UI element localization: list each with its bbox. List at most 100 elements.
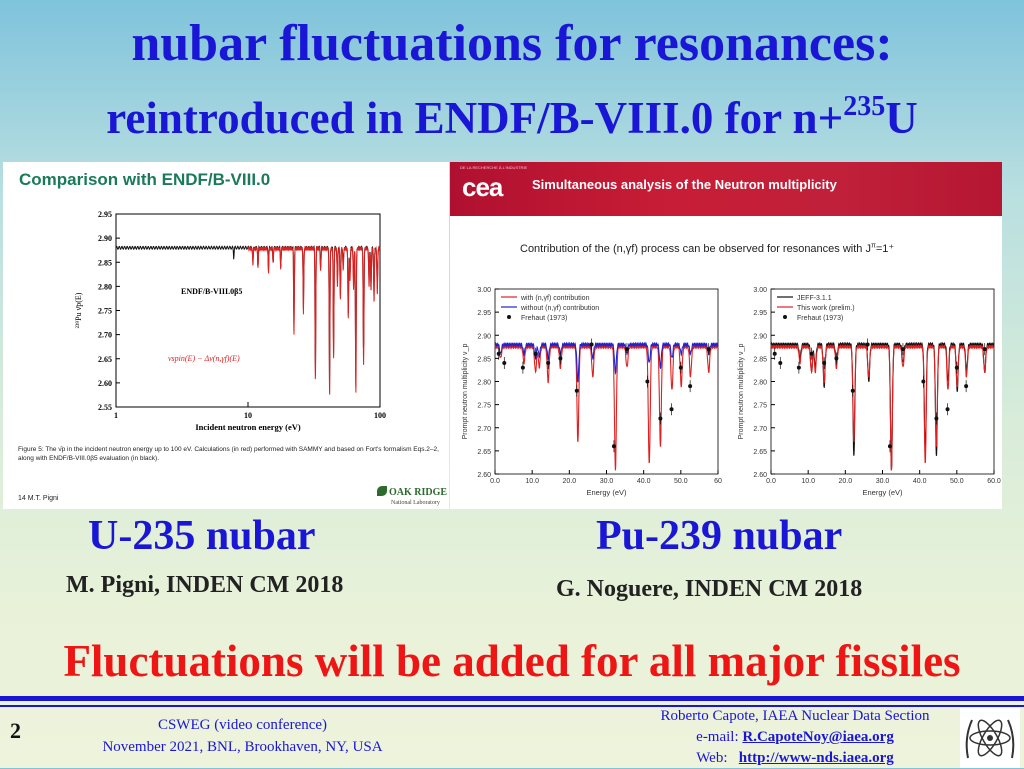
x-tick-label: 100 xyxy=(374,411,386,420)
data-point xyxy=(533,351,538,356)
slide-subtitle: reintroduced in ENDF/B-VIII.0 for n+235U xyxy=(106,91,918,143)
y-tick-label: 3.00 xyxy=(477,287,491,294)
pu239-figure-panel: DE LA RECHERCHE À L'INDUSTRIE cea Simult… xyxy=(450,162,1002,509)
y-tick-label: 2.70 xyxy=(753,426,767,433)
x-tick-label: 0.0 xyxy=(766,478,776,485)
y-tick-label: 2.70 xyxy=(477,426,491,433)
y-tick-label: 2.60 xyxy=(477,472,491,479)
x-tick-label: 30.0 xyxy=(600,478,614,485)
y-tick-label: 2.75 xyxy=(98,307,112,316)
data-point xyxy=(496,351,501,356)
u235-label: U-235 nubar xyxy=(88,513,316,559)
x-axis-label: Energy (eV) xyxy=(862,488,903,497)
right-author: G. Noguere, INDEN CM 2018 xyxy=(556,576,863,602)
left-figure-heading: Comparison with ENDF/B-VIII.0 xyxy=(19,170,271,189)
ornl-logo: OAK RIDGE National Laboratory xyxy=(377,486,447,508)
data-point xyxy=(772,351,777,356)
fluctuations-statement: Fluctuations will be added for all major… xyxy=(63,636,961,686)
y-tick-label: 3.00 xyxy=(753,287,767,294)
website-link[interactable]: http://www-nds.iaea.org xyxy=(738,750,894,766)
y-tick-label: 2.80 xyxy=(753,380,767,387)
legend-entry: without (n,γf) contribution xyxy=(520,305,599,312)
series-line-1 xyxy=(770,343,995,471)
data-point xyxy=(796,365,801,370)
left-figure-credit: 14 M.T. Pigni xyxy=(18,495,59,502)
series-line-0 xyxy=(494,343,719,471)
data-point xyxy=(809,351,814,356)
x-tick-label: 10 xyxy=(244,411,252,420)
y-tick-label: 2.80 xyxy=(98,282,112,291)
y-tick-label: 2.80 xyxy=(477,380,491,387)
data-point xyxy=(706,347,711,352)
y-tick-label: 2.85 xyxy=(753,356,767,363)
y-tick-label: 2.90 xyxy=(98,234,112,243)
page-number: 2 xyxy=(10,718,21,743)
x-axis-label: Incident neutron energy (eV) xyxy=(195,422,301,432)
nubar-series-1 xyxy=(247,245,381,395)
data-point xyxy=(502,361,507,365)
x-tick-label: 20.0 xyxy=(563,478,577,485)
legend-entry: with (n,γf) contribution xyxy=(520,295,590,302)
footer-divider-thick xyxy=(0,696,1024,701)
y-tick-label: 2.65 xyxy=(477,449,491,456)
x-tick-label: 10.0 xyxy=(801,478,815,485)
x-tick-label: 20.0 xyxy=(839,478,853,485)
x-tick-label: 40.0 xyxy=(913,478,927,485)
data-point xyxy=(574,388,579,393)
data-point xyxy=(945,407,950,412)
data-point xyxy=(546,361,551,365)
annotation-endf: ENDF/B-VIII.0β5 xyxy=(181,287,242,296)
y-axis-label: ²³⁹Pu ν̄p(E) xyxy=(74,292,83,328)
y-axis-label: Prompt neutron multiplicity ν_p xyxy=(738,344,745,440)
data-point xyxy=(669,407,674,412)
y-tick-label: 2.60 xyxy=(753,472,767,479)
data-point xyxy=(834,356,839,361)
footer-contact: Roberto Capote, IAEA Nuclear Data Sectio… xyxy=(660,708,930,766)
left-author: M. Pigni, INDEN CM 2018 xyxy=(66,572,344,598)
data-point xyxy=(865,342,870,347)
data-point xyxy=(778,361,783,365)
legend-entry: Frehaut (1973) xyxy=(521,315,567,322)
y-tick-label: 2.75 xyxy=(753,403,767,410)
data-point xyxy=(934,416,939,421)
x-tick-label: 60.0 xyxy=(987,478,1001,485)
data-point xyxy=(850,388,855,393)
data-point xyxy=(520,365,525,370)
legend-swatch xyxy=(783,315,787,319)
y-tick-label: 2.90 xyxy=(477,333,491,340)
iaea-logo-icon xyxy=(960,708,1020,768)
ornl-leaf-icon xyxy=(377,486,387,496)
x-tick-label: 50.0 xyxy=(674,478,688,485)
y-tick-label: 2.55 xyxy=(98,403,112,412)
left-figure-caption: Figure 5: The ν̄p in the incident neutro… xyxy=(18,446,439,462)
y-tick-label: 2.75 xyxy=(477,403,491,410)
x-tick-label: 1 xyxy=(114,411,118,420)
data-point xyxy=(678,365,683,370)
footer-divider-thin xyxy=(0,705,1024,707)
y-tick-label: 2.95 xyxy=(98,210,112,219)
y-tick-label: 2.95 xyxy=(477,310,491,317)
data-point xyxy=(964,384,969,389)
pu239-nubar-chart-2: 2.60 2.65 2.70 2.75 2.80 2.85 2.90 2.95 3.00 0.0 1… xyxy=(738,287,1001,497)
data-point xyxy=(688,384,693,389)
y-tick-label: 2.85 xyxy=(98,258,112,267)
data-point xyxy=(822,361,827,365)
data-point xyxy=(645,379,650,384)
u235-figure-panel: Comparison with ENDF/B-VIII.0 2.55 2.60 2.… xyxy=(3,162,449,509)
email-link[interactable]: R.CapoteNoy@iaea.org xyxy=(742,729,894,745)
data-point xyxy=(658,416,663,421)
y-tick-label: 2.70 xyxy=(98,331,112,340)
footer-event: CSWEG (video conference) November 2021, … xyxy=(102,717,383,755)
y-tick-label: 2.65 xyxy=(753,449,767,456)
series-line-0 xyxy=(770,341,995,471)
plot-frame xyxy=(115,213,381,408)
u235-nubar-chart: 2.55 2.60 2.65 2.70 2.75 2.80 2.85 2.90 2.95 1 10 1… xyxy=(74,210,386,432)
y-tick-label: 2.85 xyxy=(477,356,491,363)
y-tick-label: 2.65 xyxy=(98,355,112,364)
legend-entry: This work (prelim.) xyxy=(797,305,855,312)
data-point xyxy=(982,347,987,352)
x-tick-label: 30.0 xyxy=(876,478,890,485)
data-point xyxy=(589,342,594,347)
data-point xyxy=(900,347,905,352)
annotation-calc: νspin(E) − Δν(n,γf)(E) xyxy=(168,354,240,363)
